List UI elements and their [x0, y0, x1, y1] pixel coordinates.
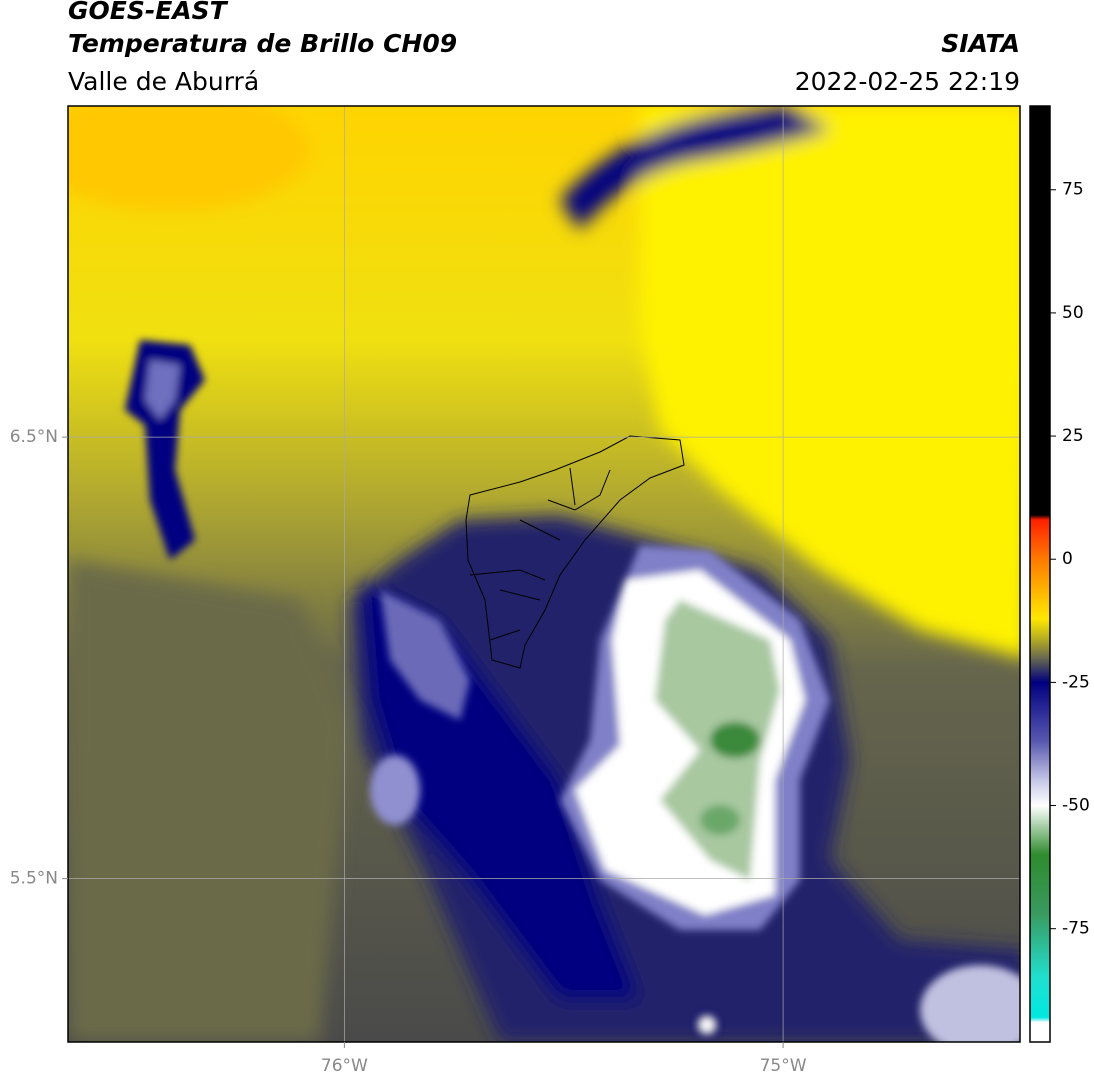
colorbar-ticks: 75 50 25 0 -25 -50 -75 — [1050, 180, 1090, 939]
title: GOES-EAST — [68, 0, 229, 25]
colorbar-tick-label: -75 — [1062, 919, 1090, 939]
colorbar-tick-label: 50 — [1062, 303, 1084, 323]
subtitle: Temperatura de Brillo CH09 — [68, 29, 457, 58]
satellite-image — [68, 106, 1020, 1042]
map-axes: 76°W 75°W 6.5°N 5.5°N — [10, 427, 807, 1076]
lon-tick-label: 75°W — [760, 1056, 807, 1076]
colorbar — [1029, 105, 1051, 1043]
lat-tick-label: 5.5°N — [10, 869, 58, 889]
region: Valle de Aburrá — [68, 67, 259, 96]
map-frame — [67, 105, 1021, 1043]
colorbar-tick-label: 0 — [1062, 549, 1073, 569]
colorbar-tick-label: -25 — [1062, 672, 1090, 692]
lat-tick-label: 6.5°N — [10, 427, 58, 447]
graticule — [68, 106, 1020, 1042]
colorbar-tick-label: -50 — [1062, 796, 1090, 816]
lon-tick-label: 76°W — [321, 1056, 368, 1076]
colorbar-tick-label: 75 — [1062, 180, 1084, 200]
datetime: 2022-02-25 22:19 — [795, 67, 1020, 96]
colorbar-tick-label: 25 — [1062, 426, 1084, 446]
source: SIATA — [941, 29, 1020, 58]
municipality-boundaries — [465, 435, 685, 669]
